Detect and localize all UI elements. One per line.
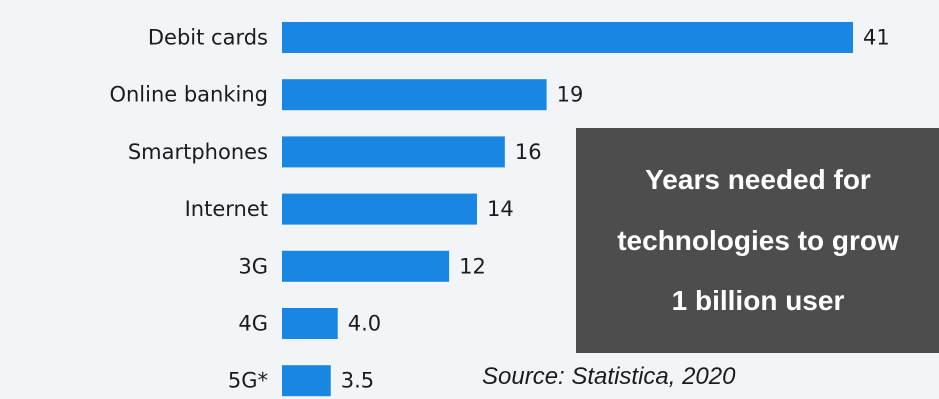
title-box: Years needed for technologies to grow 1 …: [576, 128, 939, 353]
category-label: 3G: [238, 254, 268, 278]
title-line-1: Years needed for: [645, 164, 871, 196]
value-label: 4.0: [348, 312, 381, 336]
value-label: 14: [487, 197, 514, 221]
category-label: 5G*: [228, 369, 268, 393]
bar: [282, 308, 338, 339]
category-label: Internet: [185, 197, 268, 221]
category-label: Smartphones: [128, 140, 268, 164]
category-label: Online banking: [109, 83, 268, 107]
bar: [282, 22, 853, 53]
value-label: 16: [515, 140, 542, 164]
value-label: 41: [863, 26, 890, 50]
bar: [282, 79, 547, 111]
title-line-2: technologies to grow: [617, 224, 899, 256]
category-label: Debit cards: [148, 26, 268, 50]
source-note: Source: Statistica, 2020: [482, 363, 736, 390]
bar: [282, 250, 450, 282]
bar: [282, 365, 331, 397]
value-label: 3.5: [341, 369, 374, 393]
value-label: 12: [459, 254, 486, 278]
value-label: 19: [557, 83, 584, 107]
bar: [282, 136, 505, 168]
title-line-3: 1 billion user: [671, 284, 845, 316]
bar: [282, 193, 477, 225]
category-label: 4G: [238, 312, 268, 336]
